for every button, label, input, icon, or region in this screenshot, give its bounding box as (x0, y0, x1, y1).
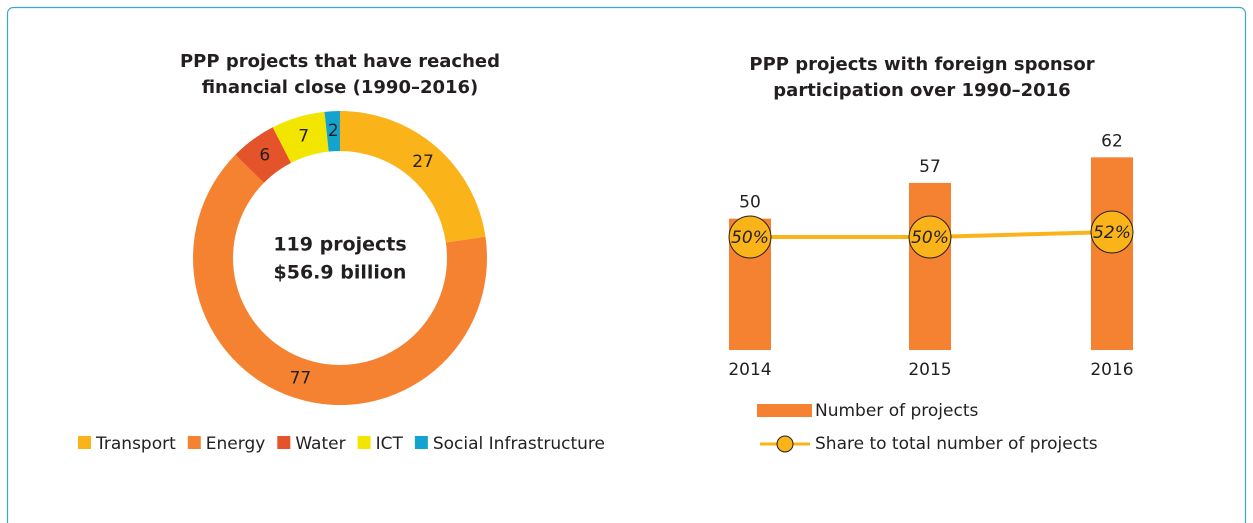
data-label: 77 (290, 369, 312, 389)
data-label: 52% (1093, 223, 1131, 243)
bar (909, 182, 951, 350)
donut-segment (193, 154, 488, 405)
data-label: 50% (731, 228, 769, 248)
legend-label: Water (295, 434, 345, 454)
data-label: 57 (919, 157, 941, 177)
donut-segment (272, 111, 329, 163)
legend-label: Transport (95, 434, 176, 454)
legend-swatch (357, 436, 371, 449)
line-marker (728, 215, 772, 259)
legend-swatch (78, 436, 91, 449)
x-tick-label: 2015 (908, 360, 951, 380)
legend-label: ICT (376, 434, 404, 454)
legend-label: Energy (206, 434, 266, 454)
legend-label: Social Infrastructure (433, 434, 605, 454)
frame (6, 6, 1247, 523)
legend-swatch (414, 436, 428, 449)
center-label: $56.9 billion (274, 262, 407, 284)
chart-title: PPP projects that have reached (180, 51, 500, 72)
bar (1091, 157, 1133, 350)
legend-label: Share to total number of projects (815, 434, 1098, 454)
data-label: 7 (298, 126, 309, 146)
data-label: 50% (911, 228, 949, 248)
legend-swatch (187, 436, 201, 449)
chart-title: PPP projects with foreign sponsor (749, 54, 1094, 75)
legend-swatch (277, 436, 291, 449)
chart-title: financial close (1990–2016) (202, 77, 479, 98)
data-label: 2 (328, 121, 339, 141)
data-label: 27 (412, 152, 434, 172)
data-label: 62 (1101, 131, 1123, 151)
data-label: 50 (739, 193, 761, 213)
legend-label: Number of projects (815, 401, 978, 421)
donut-segment (324, 111, 340, 152)
x-tick-label: 2014 (728, 360, 771, 380)
legend-swatch (757, 404, 812, 417)
line-marker (908, 215, 952, 259)
legend-marker (776, 435, 794, 453)
donut-segment (340, 111, 486, 243)
line-marker (1090, 210, 1134, 254)
donut-segment (235, 127, 292, 183)
center-label: 119 projects (273, 234, 406, 256)
data-label: 6 (259, 146, 270, 166)
chart-title: participation over 1990–2016 (773, 80, 1070, 101)
x-tick-label: 2016 (1090, 360, 1133, 380)
